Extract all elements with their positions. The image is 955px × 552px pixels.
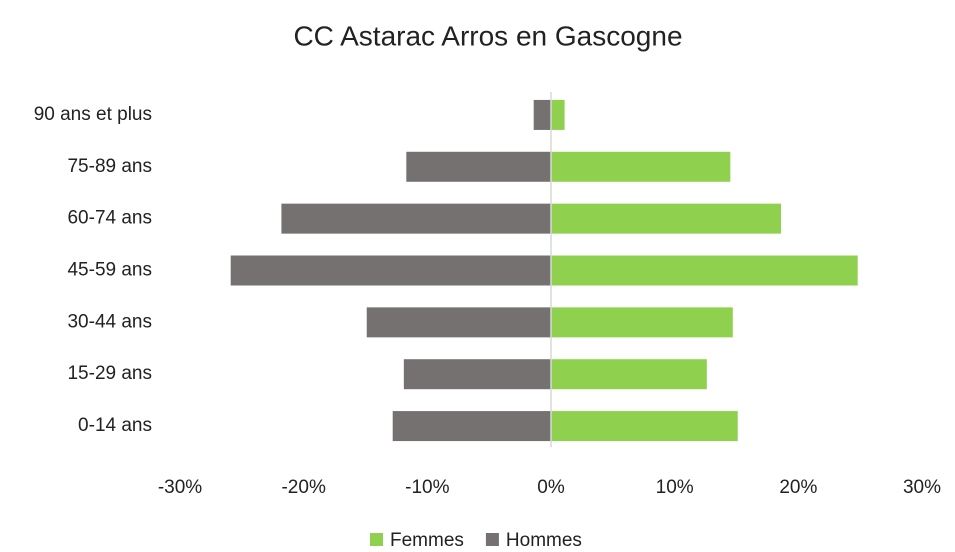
bar [551,255,858,286]
y-tick-label: 30-44 ans [67,311,152,332]
bar [230,255,551,286]
legend-swatch [485,533,499,546]
bar [406,151,551,182]
x-tick-label: 0% [537,477,565,498]
bar [551,359,707,390]
x-tick-label: -10% [405,477,449,498]
x-tick-label: -20% [281,477,325,498]
y-tick-label: 90 ans et plus [34,104,152,125]
legend-label: Hommes [506,530,582,551]
bar [551,307,733,338]
chart-title: CC Astarac Arros en Gascogne [293,20,682,51]
y-tick-label: 45-59 ans [67,260,152,281]
x-tick-label: 30% [903,477,941,498]
bar [403,359,551,390]
x-tick-label: 10% [656,477,694,498]
y-tick-label: 60-74 ans [67,208,152,229]
bar [551,411,738,442]
legend-swatch [370,533,383,546]
bar [551,203,782,234]
x-tick-label: -30% [158,477,202,498]
legend-label: Femmes [390,530,464,551]
bar [281,203,551,234]
y-tick-label: 15-29 ans [67,363,152,384]
y-tick-label: 75-89 ans [67,156,152,177]
bar [366,307,551,338]
bar [551,151,731,182]
x-tick-label: 20% [779,477,817,498]
bar [551,99,565,130]
y-tick-label: 0-14 ans [78,415,152,436]
bar [533,99,551,130]
bar [392,411,551,442]
